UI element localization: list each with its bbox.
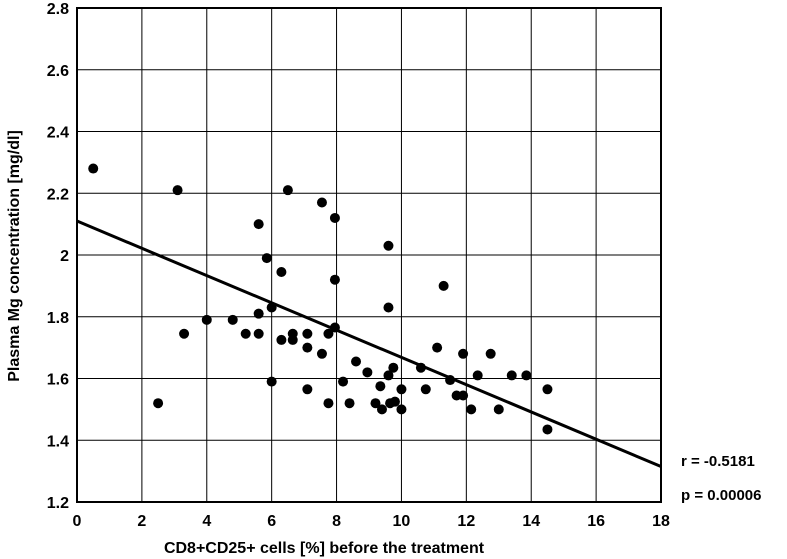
x-tick-label: 2 <box>137 513 146 530</box>
data-point <box>370 398 381 409</box>
data-point <box>351 356 362 367</box>
data-point <box>329 274 340 285</box>
data-point <box>432 342 443 353</box>
y-tick-label: 1.8 <box>47 310 69 327</box>
x-tick-labels: 0 2 4 6 8 10 12 14 16 18 <box>73 513 670 530</box>
data-point <box>506 370 517 381</box>
x-tick-label: 10 <box>393 513 411 530</box>
data-point <box>153 398 164 409</box>
y-tick-labels: 1.2 1.4 1.6 1.8 2 2.2 2.4 2.6 2.8 <box>47 1 69 512</box>
correlation-coefficient-label: r = -0.5181 <box>681 453 755 470</box>
data-point <box>253 308 264 319</box>
x-tick-label: 6 <box>267 513 276 530</box>
data-point <box>282 185 293 196</box>
data-point <box>287 334 298 345</box>
y-tick-label: 2 <box>60 248 69 265</box>
plot-area-border <box>76 7 662 503</box>
data-point <box>261 253 272 264</box>
x-tick-label: 12 <box>457 513 475 530</box>
data-point <box>253 328 264 339</box>
data-points <box>88 163 553 435</box>
data-point <box>253 219 264 230</box>
x-tick-label: 18 <box>652 513 670 530</box>
data-point <box>542 384 553 395</box>
data-point <box>458 348 469 359</box>
y-tick-label: 1.6 <box>47 372 69 389</box>
data-point <box>201 314 212 325</box>
x-tick-label: 4 <box>202 513 211 530</box>
data-point <box>383 302 394 313</box>
data-point <box>276 334 287 345</box>
data-point <box>276 266 287 277</box>
data-point <box>338 376 349 387</box>
data-point <box>88 163 99 174</box>
data-point <box>316 348 327 359</box>
data-point <box>344 398 355 409</box>
data-point <box>388 362 399 373</box>
data-point <box>302 342 313 353</box>
data-point <box>227 314 238 325</box>
data-point <box>376 404 387 415</box>
x-tick-label: 8 <box>332 513 341 530</box>
data-point <box>389 396 400 407</box>
y-tick-label: 2.8 <box>47 1 69 18</box>
data-point <box>323 328 334 339</box>
y-tick-label: 2.2 <box>47 186 69 203</box>
y-tick-label: 1.4 <box>47 433 69 450</box>
data-point <box>438 280 449 291</box>
p-value-label: p = 0.00006 <box>681 487 761 504</box>
data-point <box>542 424 553 435</box>
data-point <box>472 370 483 381</box>
data-point <box>420 384 431 395</box>
x-axis-label: CD8+CD25+ cells [%] before the treatment <box>164 540 485 557</box>
y-axis-label: Plasma Mg concentration [mg/dl] <box>6 130 23 382</box>
data-point <box>458 390 469 401</box>
data-point <box>383 240 394 251</box>
y-tick-label: 2.4 <box>47 125 69 142</box>
data-point <box>179 328 190 339</box>
data-point <box>302 384 313 395</box>
data-point <box>466 404 477 415</box>
data-point <box>383 370 394 381</box>
data-point <box>362 367 373 378</box>
data-point <box>445 375 456 386</box>
data-point <box>323 398 334 409</box>
data-point <box>302 328 313 339</box>
data-point <box>329 322 340 333</box>
data-point <box>172 185 183 196</box>
data-point <box>485 348 496 359</box>
data-point <box>375 381 386 392</box>
data-point <box>266 376 277 387</box>
data-point <box>396 404 407 415</box>
data-point <box>521 370 532 381</box>
data-point <box>266 302 277 313</box>
regression-line <box>76 219 662 468</box>
y-tick-label: 2.6 <box>47 63 69 80</box>
data-point <box>415 362 426 373</box>
x-tick-label: 0 <box>73 513 82 530</box>
data-point <box>396 384 407 395</box>
x-tick-label: 14 <box>522 513 540 530</box>
data-point <box>329 212 340 223</box>
y-tick-label: 1.2 <box>47 495 69 512</box>
data-point <box>493 404 504 415</box>
data-point <box>240 328 251 339</box>
x-tick-label: 16 <box>587 513 605 530</box>
data-point <box>316 197 327 208</box>
grid-lines <box>77 8 661 502</box>
